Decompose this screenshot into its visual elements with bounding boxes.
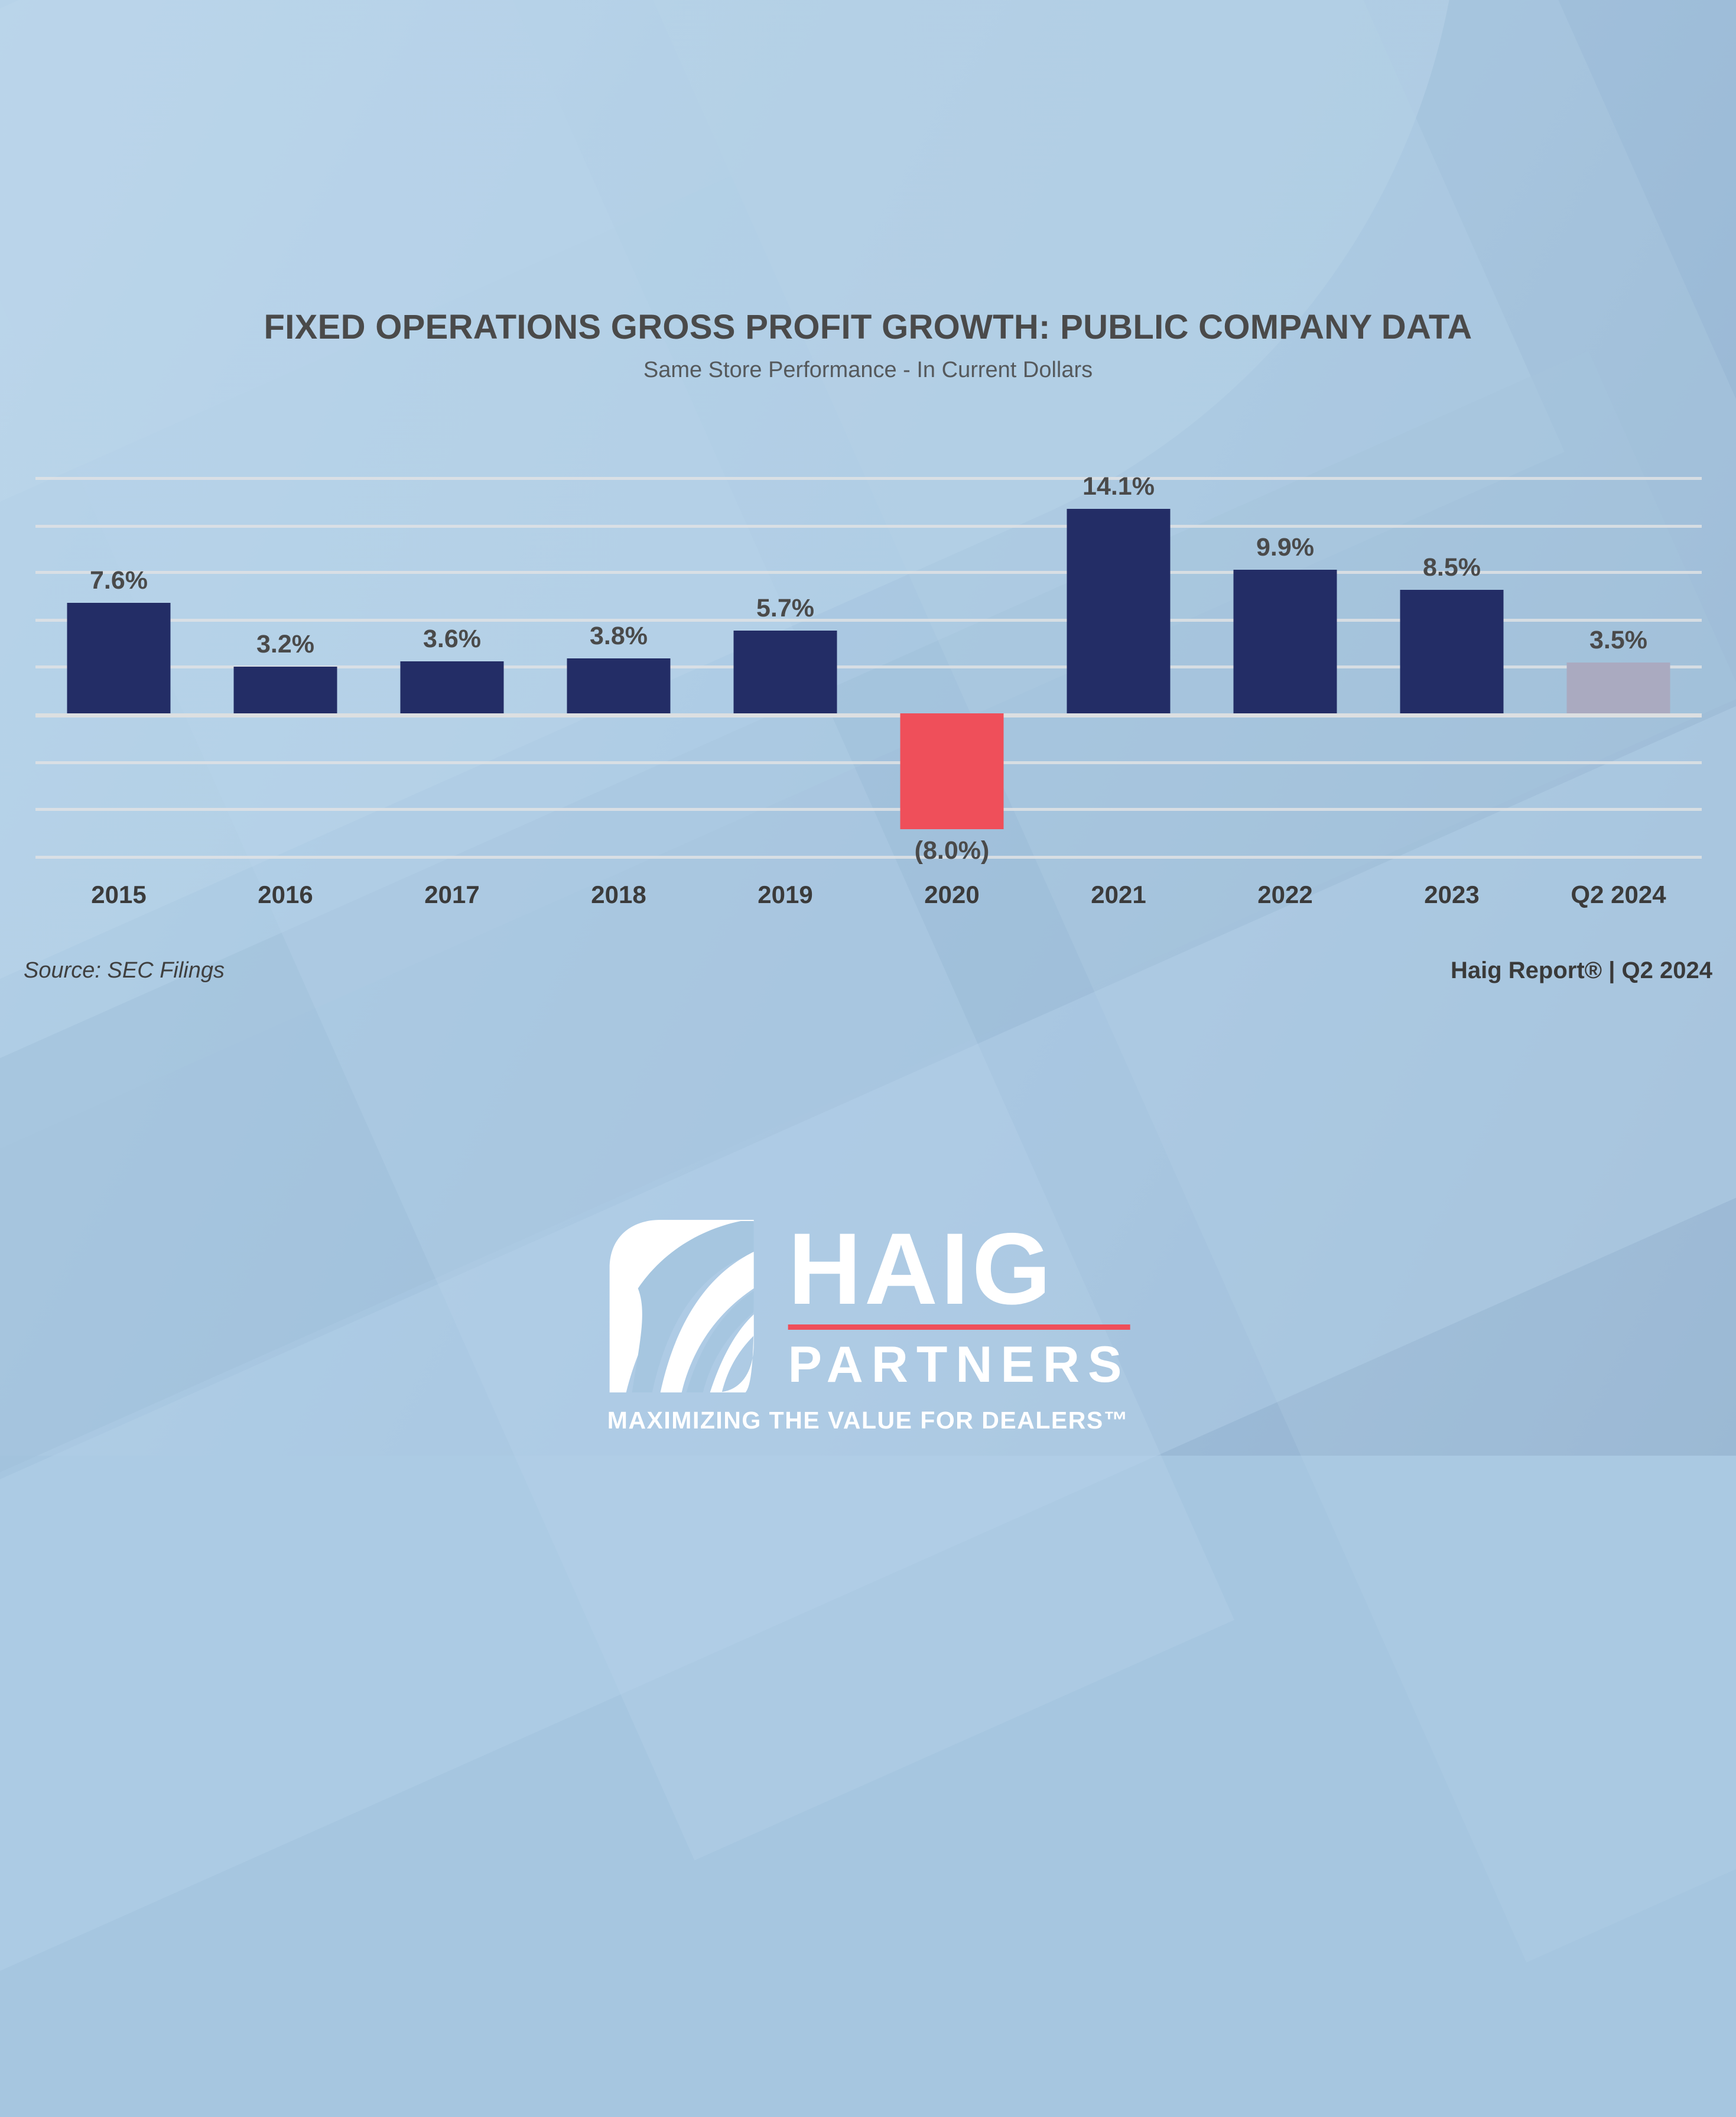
chart-x-axis: 2015 2016 2017 2018 2019 2020 2021 2022 2023 Q2 2…	[35, 881, 1702, 909]
gridline	[35, 524, 1702, 528]
gridline	[35, 761, 1702, 764]
gridline	[35, 855, 1702, 859]
bar-group-2020[interactable]: (8.0%)	[869, 414, 1035, 881]
bar[interactable]	[233, 667, 337, 713]
bar[interactable]	[1400, 590, 1504, 713]
gridline	[35, 807, 1702, 811]
gridline	[35, 476, 1702, 480]
bar[interactable]	[1233, 569, 1337, 713]
gridline	[35, 619, 1702, 622]
logo-tagline: MAXIMIZING THE VALUE FOR DEALERS™	[607, 1407, 1129, 1434]
bar-value-label: 7.6%	[89, 566, 148, 595]
report-attribution: Haig Report® | Q2 2024	[1450, 957, 1712, 983]
chart-title: FIXED OPERATIONS GROSS PROFIT GROWTH: PU…	[264, 308, 1472, 346]
x-axis-tick-2019: 2019	[758, 881, 813, 908]
haig-swoosh-mark-icon	[609, 1220, 754, 1392]
bar-group-2019[interactable]: 5.7%	[702, 414, 869, 881]
chart-plot-area: 7.6% 3.2% 3.6% 3.8% 5.7% (8.0%) 14.1% 9.9% 8.5% 3…	[35, 414, 1702, 881]
bar[interactable]	[733, 631, 837, 713]
x-axis-tick-2020: 2020	[924, 881, 980, 908]
logo-wordmark: HAIG PARTNERS	[788, 1212, 1130, 1393]
x-axis-tick-q2-2024: Q2 2024	[1571, 881, 1666, 908]
bar[interactable]	[1067, 508, 1171, 713]
bar-value-label: 8.5%	[1422, 553, 1481, 582]
x-axis-tick-2017: 2017	[424, 881, 480, 908]
bar-value-label: 3.6%	[422, 624, 482, 653]
bar-group-2015[interactable]: 7.6%	[35, 414, 202, 881]
bar-group-2017[interactable]: 3.6%	[369, 414, 535, 881]
background-decoration	[0, 0, 1736, 1456]
bar-value-label: (8.0%)	[914, 836, 990, 865]
x-axis-tick-2023: 2023	[1424, 881, 1480, 908]
haig-partners-logo: HAIG PARTNERS MAXIMIZING THE VALUE FOR D…	[606, 1217, 1130, 1434]
gridline	[35, 665, 1702, 668]
x-axis-tick-2015: 2015	[91, 881, 147, 908]
chart-zero-baseline	[35, 713, 1702, 717]
bar-group-2021[interactable]: 14.1%	[1035, 414, 1202, 881]
bar-value-label: 5.7%	[756, 594, 815, 623]
x-axis-tick-2022: 2022	[1257, 881, 1313, 908]
bar-group-2023[interactable]: 8.5%	[1368, 414, 1535, 881]
source-note: Source: SEC Filings	[24, 958, 225, 983]
bar[interactable]	[1566, 663, 1670, 713]
bar[interactable]	[400, 661, 504, 713]
chart-header: FIXED OPERATIONS GROSS PROFIT GROWTH: PU…	[0, 307, 1736, 383]
bar-value-label: 9.9%	[1256, 533, 1315, 561]
logo-name: HAIG	[788, 1212, 1054, 1326]
x-axis-tick-2018: 2018	[591, 881, 646, 908]
chart-footer: Source: SEC Filings Haig Report® | Q2 20…	[24, 957, 1712, 984]
chart-subtitle: Same Store Performance - In Current Doll…	[643, 358, 1093, 382]
bar-value-label: 3.8%	[589, 621, 648, 650]
logo-divider-rule	[788, 1324, 1130, 1330]
bar[interactable]	[67, 603, 171, 713]
bar-value-label: 14.1%	[1082, 472, 1155, 501]
logo-subname: PARTNERS	[788, 1336, 1130, 1393]
x-axis-tick-2021: 2021	[1091, 881, 1146, 908]
bar-group-q2-2024[interactable]: 3.5%	[1535, 414, 1702, 881]
bar[interactable]	[900, 713, 1004, 830]
x-axis-tick-2016: 2016	[258, 881, 313, 908]
logo-main-row: HAIG PARTNERS	[606, 1217, 1130, 1395]
chart-bars: 7.6% 3.2% 3.6% 3.8% 5.7% (8.0%) 14.1% 9.9% 8.5% 3…	[35, 414, 1702, 881]
bar-value-label: 3.5%	[1589, 626, 1648, 655]
bar-group-2018[interactable]: 3.8%	[535, 414, 702, 881]
bar-value-label: 3.2%	[256, 630, 315, 659]
gridline	[35, 571, 1702, 574]
bar[interactable]	[567, 658, 671, 713]
bar-group-2022[interactable]: 9.9%	[1202, 414, 1368, 881]
bar-group-2016[interactable]: 3.2%	[202, 414, 369, 881]
